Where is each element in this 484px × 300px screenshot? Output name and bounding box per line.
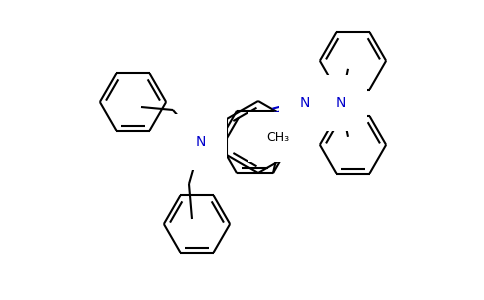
Text: CH₃: CH₃ (266, 131, 289, 144)
Text: N: N (300, 96, 310, 110)
Text: N: N (196, 135, 206, 149)
Text: N: N (336, 96, 346, 110)
